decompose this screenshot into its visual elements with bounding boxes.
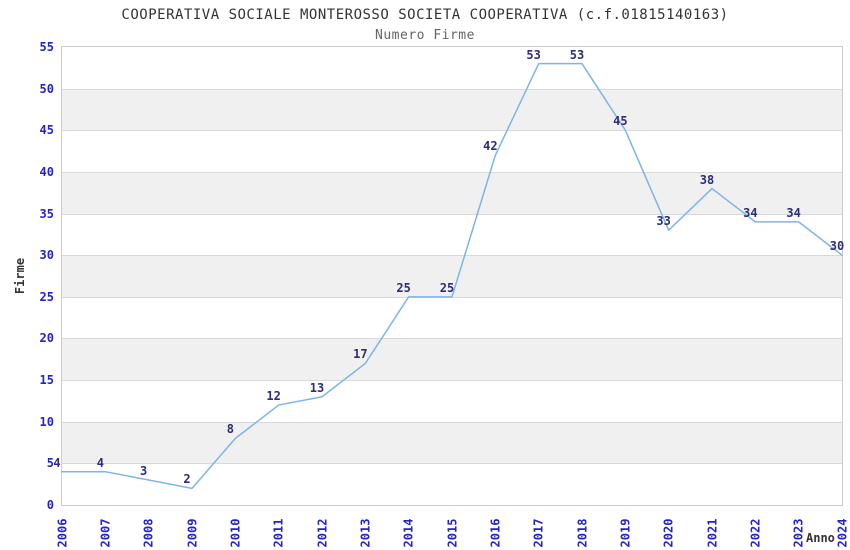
x-tick-label: 2016 <box>475 513 515 550</box>
x-tick-label: 2009 <box>172 513 212 550</box>
data-label: 2 <box>183 472 191 487</box>
data-label: 3 <box>140 464 148 479</box>
data-label: 38 <box>699 172 715 187</box>
y-tick-label: 30 <box>39 248 54 263</box>
y-tick-label: 40 <box>39 164 54 179</box>
data-label: 34 <box>743 205 758 220</box>
x-tick-text: 2018 <box>575 518 589 548</box>
x-tick-label: 2019 <box>605 513 645 550</box>
x-tick-label: 2008 <box>129 513 169 550</box>
data-label: 17 <box>353 347 368 362</box>
x-tick-text: 2022 <box>748 518 763 548</box>
x-tick-text: 2019 <box>618 518 633 548</box>
grid-band <box>62 88 842 131</box>
x-tick-text: 2014 <box>401 518 416 548</box>
x-tick-text: 2023 <box>791 518 806 548</box>
x-tick-label: 2018 <box>562 513 602 550</box>
data-label: 4 <box>53 455 61 470</box>
x-tick-text: 2008 <box>141 518 156 548</box>
data-label: 4 <box>96 455 104 470</box>
x-axis-title: Anno <box>806 531 835 545</box>
data-label: 25 <box>439 280 455 295</box>
data-label: 30 <box>829 239 845 254</box>
y-tick-label: 20 <box>39 331 54 346</box>
grid-band <box>62 171 842 214</box>
data-label: 53 <box>569 47 585 62</box>
series-polyline <box>61 62 843 490</box>
x-tick-text: 2020 <box>661 518 676 548</box>
x-tick-text: 2012 <box>315 518 329 548</box>
grid-band <box>62 338 842 381</box>
x-tick-text: 2010 <box>228 518 243 548</box>
x-tick-text: 2011 <box>271 518 286 548</box>
data-label: 42 <box>483 139 498 154</box>
y-tick-label: 45 <box>39 123 54 138</box>
gridline <box>62 338 842 340</box>
y-tick-label: 15 <box>39 373 54 388</box>
x-tick-label: 2012 <box>302 513 342 550</box>
data-label: 45 <box>613 114 628 129</box>
x-tick-label: 2020 <box>649 513 689 550</box>
grid-band <box>62 421 842 464</box>
line-series <box>61 62 843 490</box>
x-tick-text: 2016 <box>488 518 503 548</box>
y-tick-label: 35 <box>39 206 54 221</box>
x-tick-label: 2023 <box>779 513 819 550</box>
x-tick-label: 2014 <box>389 513 429 550</box>
x-tick-label: 2006 <box>42 513 82 550</box>
gridline <box>62 213 842 215</box>
gridline <box>62 130 842 132</box>
chart-title: COOPERATIVA SOCIALE MONTEROSSO SOCIETA C… <box>121 7 729 23</box>
x-tick-text: 2009 <box>185 518 199 548</box>
x-tick-label: 2013 <box>345 513 385 550</box>
x-tick-text: 2015 <box>445 518 459 548</box>
y-tick-label: 25 <box>39 289 54 304</box>
x-tick-text: 2006 <box>55 518 69 548</box>
data-label: 25 <box>396 280 411 295</box>
grid-band <box>62 255 842 297</box>
y-tick-label: 0 <box>46 498 54 512</box>
gridline <box>62 88 842 90</box>
gridline <box>62 255 842 257</box>
x-tick-label: 2015 <box>432 513 472 550</box>
x-tick-text: 2017 <box>531 518 546 548</box>
data-label: 53 <box>526 47 541 62</box>
x-tick-label: 2010 <box>215 513 255 550</box>
gridline <box>62 171 842 173</box>
x-tick-text: 2007 <box>98 518 113 548</box>
data-label: 8 <box>226 422 234 437</box>
chart-subtitle: Numero Firme <box>375 28 475 43</box>
y-tick-label: 55 <box>39 40 54 54</box>
x-tick-label: 2021 <box>692 513 732 550</box>
data-label: 13 <box>309 380 325 395</box>
gridline <box>62 421 842 423</box>
data-label: 12 <box>266 389 281 404</box>
x-tick-text: 2024 <box>835 518 849 548</box>
x-tick-label: 2017 <box>519 513 559 550</box>
plot-area: 4 4 3 2 8 12 13 17 25 25 42 53 53 45 33 38 34 34 30 <box>53 46 845 506</box>
gridline <box>62 380 842 382</box>
y-tick-label: 10 <box>39 414 54 429</box>
x-tick-text: 2013 <box>358 518 373 548</box>
x-tick-label: 2022 <box>735 513 775 550</box>
gridline <box>62 463 842 465</box>
x-tick-text: 2021 <box>705 518 719 548</box>
y-tick-label: 5 <box>46 456 54 471</box>
x-tick-label: 2011 <box>259 513 299 550</box>
x-tick-label: 2007 <box>85 513 125 550</box>
y-tick-label: 50 <box>39 81 54 96</box>
data-label: 33 <box>656 214 671 229</box>
data-label: 34 <box>786 205 801 220</box>
x-tick-label: 2024 <box>822 513 850 550</box>
